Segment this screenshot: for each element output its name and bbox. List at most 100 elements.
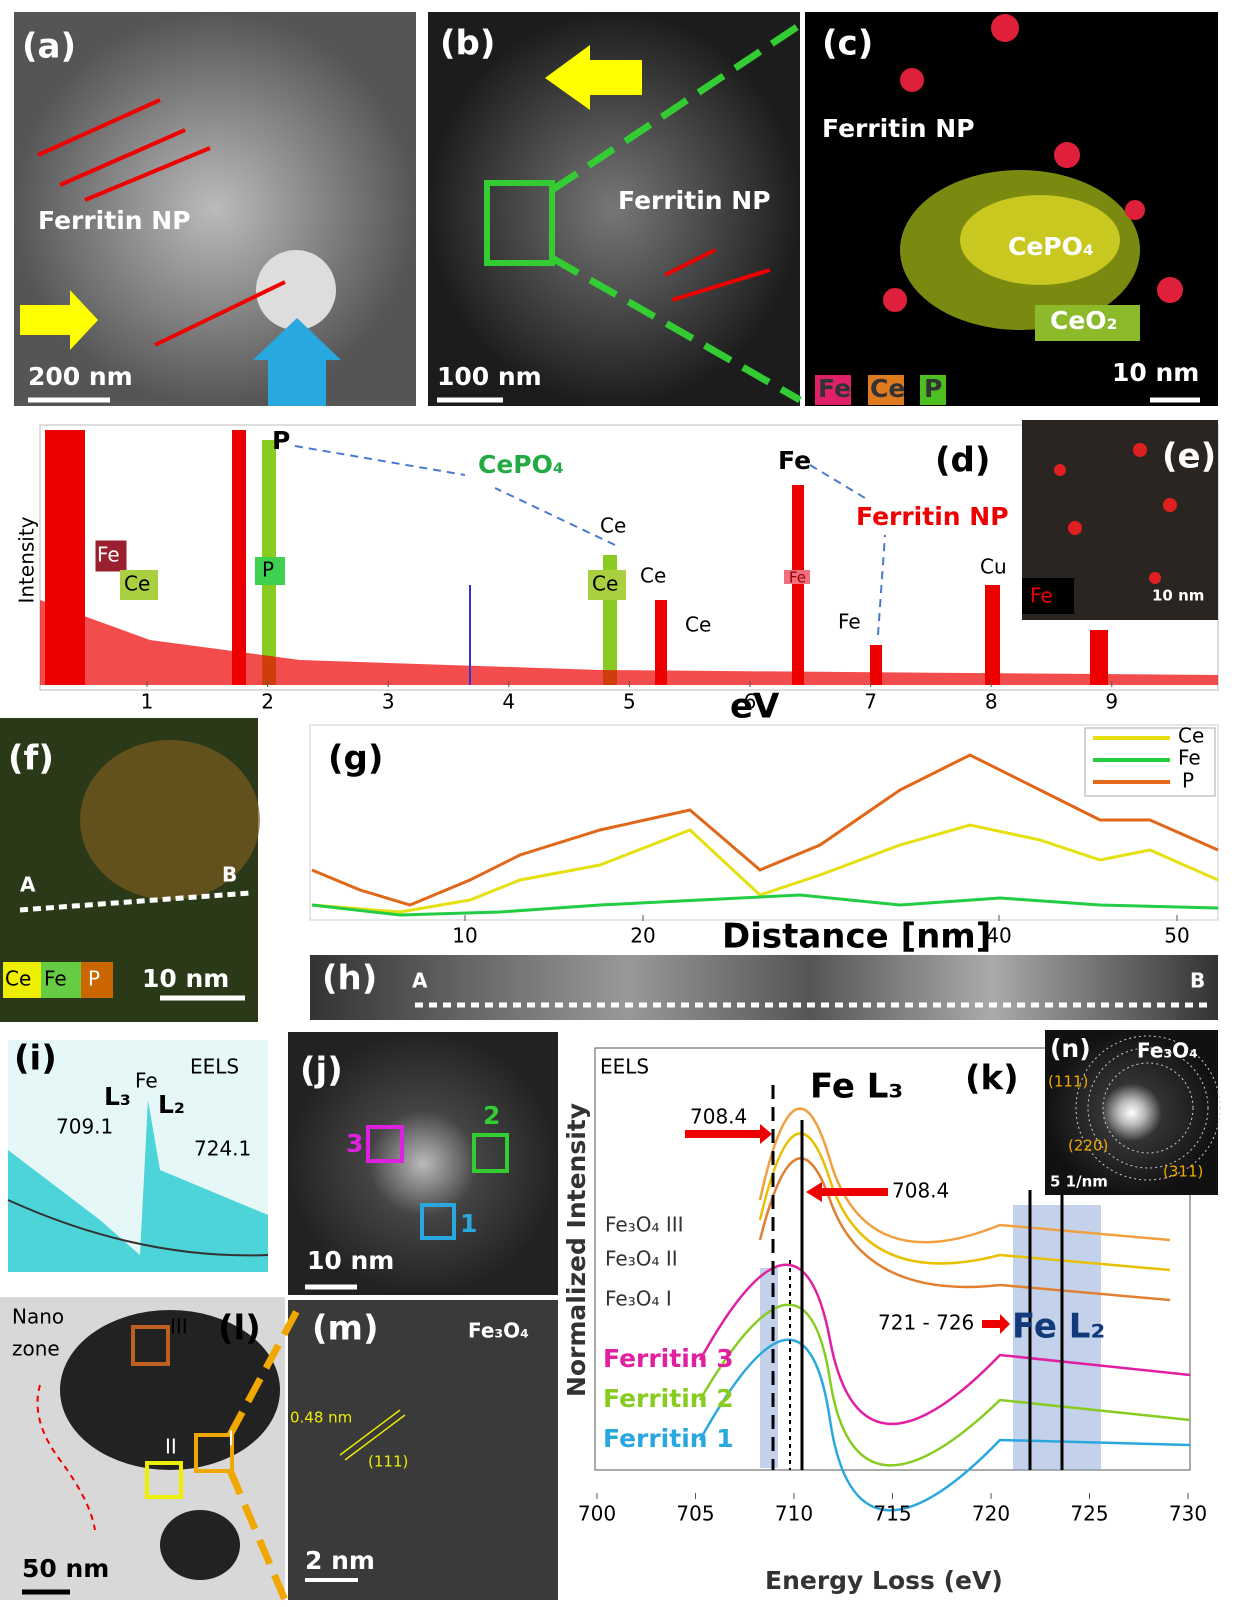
x-tick-label: 1 [141,690,154,714]
i-l2: L₂ [158,1090,185,1119]
f-line-start: A [20,873,36,897]
x-tick-label: 730 [1169,1502,1207,1526]
boxes-2: I [228,1427,234,1451]
x-tick-label: 710 [775,1502,813,1526]
a-annotation: Ferritin NP [38,206,191,235]
y-axis-title: Intensity [15,516,39,603]
graphic [1149,572,1161,584]
j-label: (j) [300,1051,343,1091]
i-method: EELS [190,1055,239,1079]
rings-2: (311) [1163,1163,1203,1181]
c-scale-bar: 10 nm [1112,358,1199,387]
y-axis-title: Normalized Intensity [562,1103,591,1397]
box-labels-2: P [262,558,274,582]
graphic [900,68,924,92]
x-tick-label: 3 [382,690,395,714]
box-labels-4: Fe [789,569,806,587]
peak-labels-5: Ce [640,564,666,588]
k-method: EELS [600,1055,649,1079]
x-tick-label: 6 [744,690,757,714]
l-label: (l) [218,1309,261,1349]
peak-labels-2: Fe [778,446,811,475]
x-tick-label: 50 [1164,924,1189,948]
peak-labels-4: Ce [600,514,626,538]
graphic [1054,142,1080,168]
graphic [1125,200,1145,220]
b-annotation: Ferritin NP [618,186,771,215]
graphic [991,14,1019,42]
peak-labels-8: Cu [980,555,1007,579]
zone-0: Nano [12,1305,64,1329]
k-l2-edge: Fe L₂ [1012,1307,1105,1347]
k-l2-range: 721 - 726 [878,1311,974,1335]
legend-1: Fe [44,967,67,991]
x-tick-label: 10 [452,924,477,948]
boxes-2: 1 [460,1209,477,1238]
j-scale-bar: 10 nm [307,1246,394,1275]
legend-0: Ce [5,967,31,991]
peak-labels-6: Ce [685,613,711,637]
annotations-1: CePO₄ [1008,232,1094,261]
x-tick-label: 20 [630,924,655,948]
k-marker-right: 708.4 [892,1179,949,1203]
annotations-0: Ferritin NP [822,114,975,143]
k-marker-left: 708.4 [690,1105,747,1129]
legend-0: Ce [1178,724,1204,748]
i-l2-value: 724.1 [194,1137,251,1161]
rings-0: (111) [1048,1073,1088,1091]
x-tick-label: 40 [986,924,1011,948]
zone-1: zone [12,1337,60,1361]
legend-1: Ce [870,374,905,403]
legend-1: Fe [1178,746,1201,770]
x-tick-label: 7 [864,690,877,714]
n-scale-bar: 5 1/nm [1050,1173,1108,1191]
a-scale-bar: 200 nm [28,362,133,391]
series-5: Ferritin 1 [603,1424,734,1453]
graphic [760,1268,778,1468]
h-line-start: A [412,969,428,993]
m-plane: (111) [368,1453,408,1471]
graphic [1068,521,1082,535]
i-edge: Fe [135,1069,158,1093]
m-spacing: 0.48 nm [290,1409,352,1427]
x-tick-label: 705 [676,1502,714,1526]
boxes-1: 2 [483,1101,500,1130]
i-l3: L₃ [104,1082,131,1111]
h-line-end: B [1190,969,1205,993]
graphic [160,1510,240,1580]
x-tick-label: 5 [623,690,636,714]
graphic [1157,277,1183,303]
n-phase: Fe₃O₄ [1137,1039,1198,1063]
e-label: (e) [1162,437,1216,477]
box-labels-0: Fe [97,543,120,567]
b-label: (b) [440,24,495,64]
x-tick-label: 700 [578,1502,616,1526]
graphic [310,955,1218,1020]
legend-2: P [924,374,942,403]
graphic [232,430,246,685]
rings-1: (220) [1068,1137,1108,1155]
x-tick-label: 9 [1105,690,1118,714]
graphic [1133,443,1147,457]
k-label: (k) [965,1059,1019,1099]
peak-labels-0: P [272,426,290,455]
h-label: (h) [322,959,377,999]
d-label: (d) [935,441,990,481]
l-scale-bar: 50 nm [22,1554,109,1583]
x-tick-label: 8 [985,690,998,714]
f-line-end: B [222,863,237,887]
n-label: (n) [1050,1034,1091,1063]
m-label: (m) [312,1309,379,1349]
f-label: (f) [8,739,54,779]
series-4: Ferritin 2 [603,1384,734,1413]
series-1: Fe₃O₄ II [605,1247,678,1271]
boxes-0: 3 [346,1129,363,1158]
m-scale-bar: 2 nm [305,1546,375,1575]
x-tick-label: 720 [972,1502,1010,1526]
k-x-label: Energy Loss (eV) [765,1566,1003,1595]
legend-0: Fe [818,374,851,403]
box-labels-1: Ce [124,572,150,596]
peak-labels-1: CePO₄ [478,450,564,479]
g-label: (g) [328,739,383,779]
i-l3-value: 709.1 [56,1115,113,1139]
